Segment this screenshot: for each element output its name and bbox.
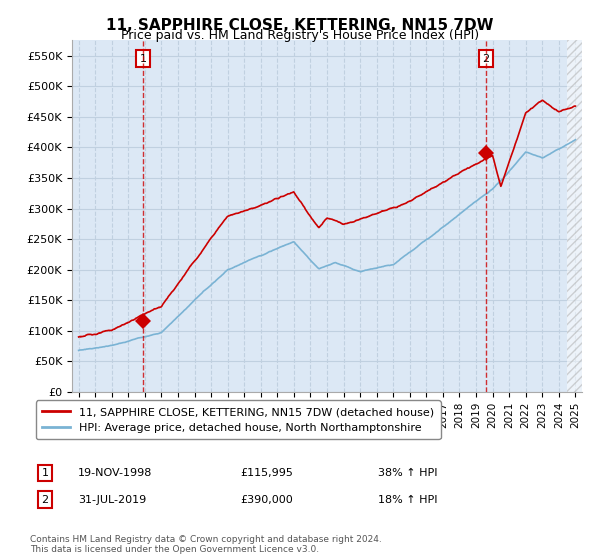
Text: £390,000: £390,000	[240, 494, 293, 505]
Bar	[567, 40, 582, 392]
Text: 38% ↑ HPI: 38% ↑ HPI	[378, 468, 437, 478]
Text: 18% ↑ HPI: 18% ↑ HPI	[378, 494, 437, 505]
Text: 1: 1	[41, 468, 49, 478]
Text: 19-NOV-1998: 19-NOV-1998	[78, 468, 152, 478]
Text: 2: 2	[482, 54, 489, 64]
Text: 1: 1	[139, 54, 146, 64]
Legend: 11, SAPPHIRE CLOSE, KETTERING, NN15 7DW (detached house), HPI: Average price, de: 11, SAPPHIRE CLOSE, KETTERING, NN15 7DW …	[35, 400, 440, 439]
Text: 31-JUL-2019: 31-JUL-2019	[78, 494, 146, 505]
Text: Price paid vs. HM Land Registry's House Price Index (HPI): Price paid vs. HM Land Registry's House …	[121, 29, 479, 42]
Text: Contains HM Land Registry data © Crown copyright and database right 2024.
This d: Contains HM Land Registry data © Crown c…	[30, 535, 382, 554]
Text: 2: 2	[41, 494, 49, 505]
Text: 11, SAPPHIRE CLOSE, KETTERING, NN15 7DW: 11, SAPPHIRE CLOSE, KETTERING, NN15 7DW	[106, 18, 494, 33]
Text: £115,995: £115,995	[240, 468, 293, 478]
